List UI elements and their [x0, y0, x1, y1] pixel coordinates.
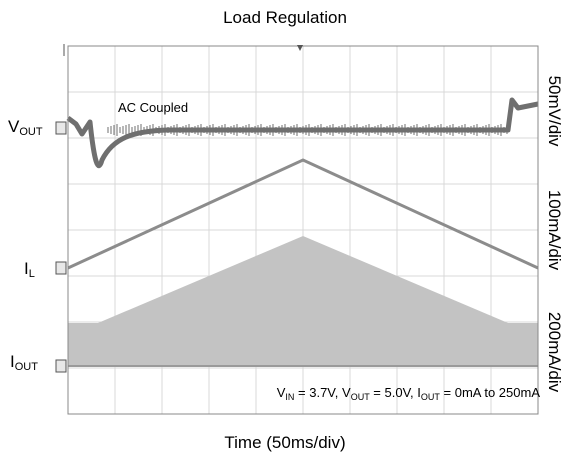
iout-ground-marker-icon: [55, 359, 67, 373]
channel-label-il: IL: [24, 259, 35, 280]
annotation-ac-coupled: AC Coupled: [118, 100, 189, 115]
x-axis-label: Time (50ms/div): [224, 433, 346, 452]
channel-label-vout: VOUT: [8, 117, 43, 138]
il-ground-marker-icon: [55, 261, 67, 275]
scale-label-iout: 200mA/div: [545, 311, 564, 393]
vout-ground-marker-icon: [55, 121, 67, 135]
scale-label-vout: 50mV/div: [545, 75, 564, 147]
trigger-marker-icon: [297, 45, 303, 51]
traces: [55, 44, 539, 373]
channel-label-iout: IOUT: [10, 352, 38, 373]
scale-label-il: 100mA/div: [545, 189, 564, 271]
plot-frame: [67, 45, 539, 415]
test-conditions: VIN = 3.7V, VOUT = 5.0V, IOUT = 0mA to 2…: [276, 385, 540, 402]
il-trace: [67, 158, 539, 270]
iout-envelope: [68, 236, 538, 366]
chart-title: Load Regulation: [223, 8, 347, 27]
